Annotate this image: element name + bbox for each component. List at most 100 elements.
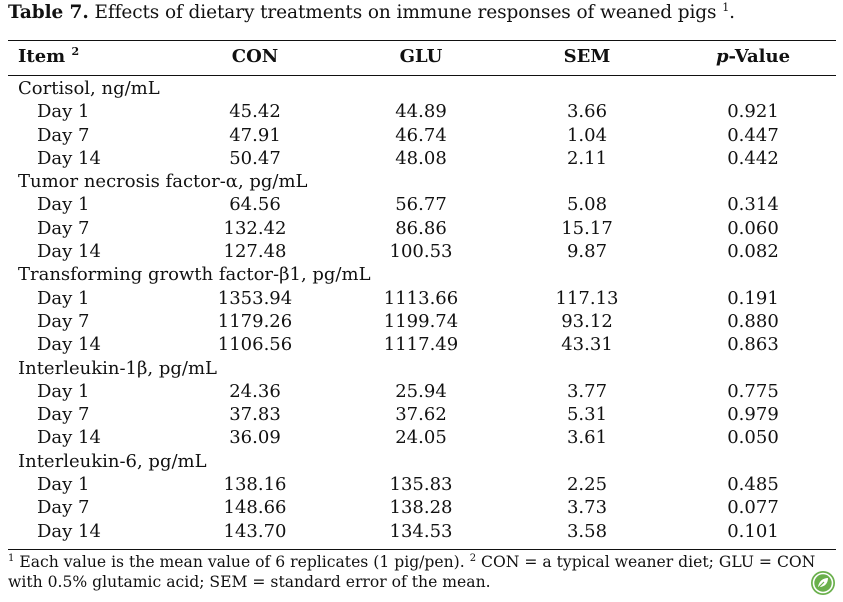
table-group-row: Interleukin-6, pg/mL	[8, 450, 836, 473]
row-label: Day 7	[37, 124, 90, 146]
row-label: Day 1	[37, 380, 90, 402]
table-row: Day 7 148.66 138.28 3.73 0.077	[8, 496, 836, 519]
cell-sem: 43.31	[561, 334, 613, 356]
cell-p: 0.442	[727, 147, 779, 169]
cell-con: 47.91	[229, 124, 281, 146]
header-item-label: Item	[18, 46, 66, 67]
footnote-marker-2: 2	[469, 552, 477, 564]
header-con: CON	[231, 46, 279, 67]
cell-p: 0.921	[727, 101, 779, 123]
row-label: Day 1	[37, 287, 90, 309]
cell-sem: 15.17	[561, 217, 613, 239]
table-row: Day 7 37.83 37.62 5.31 0.979	[8, 403, 836, 426]
cell-con: 50.47	[229, 147, 281, 169]
table-group-row: Cortisol, ng/mL	[8, 77, 836, 100]
cell-con: 148.66	[223, 497, 287, 519]
table-caption: Table 7. Effects of dietary treatments o…	[8, 2, 735, 23]
cell-p: 0.485	[727, 474, 779, 496]
header-p-value: p-Value	[683, 46, 823, 70]
caption-text: Effects of dietary treatments on immune …	[88, 2, 723, 23]
cell-glu: 1113.66	[383, 287, 459, 309]
footnote-text-1: Each value is the mean value of 6 replic…	[14, 553, 470, 571]
row-label: Day 1	[37, 101, 90, 123]
cell-sem: 3.61	[566, 427, 608, 449]
header-sem: SEM	[563, 46, 611, 67]
row-label: Day 1	[37, 474, 90, 496]
row-label: Day 14	[37, 427, 101, 449]
table-row: Day 14 36.09 24.05 3.61 0.050	[8, 426, 836, 449]
row-label: Day 14	[37, 147, 101, 169]
cell-sem: 3.58	[566, 520, 608, 542]
table-row: Day 14 1106.56 1117.49 43.31 0.863	[8, 333, 836, 356]
cell-glu: 86.86	[395, 217, 447, 239]
cell-con: 127.48	[223, 241, 287, 263]
table-label: Table 7.	[8, 2, 89, 23]
table-top-rule	[8, 40, 836, 41]
cell-glu: 56.77	[395, 194, 447, 216]
table-row: Day 1 64.56 56.77 5.08 0.314	[8, 193, 836, 216]
footnote-text-2: CON = a typical weaner diet; GLU = CON w…	[8, 553, 816, 591]
group-label: Interleukin-6, pg/mL	[18, 450, 207, 472]
table-row: Day 14 50.47 48.08 2.11 0.442	[8, 147, 836, 170]
cell-p: 0.314	[727, 194, 779, 216]
cell-p: 0.050	[727, 427, 779, 449]
caption-period: .	[729, 2, 735, 23]
cell-sem: 2.11	[566, 147, 608, 169]
cell-p: 0.101	[727, 520, 779, 542]
cell-con: 132.42	[223, 217, 287, 239]
cell-p: 0.060	[727, 217, 779, 239]
header-p-italic: p	[715, 46, 729, 67]
cell-con: 37.83	[229, 404, 281, 426]
header-item: Item 2	[18, 46, 79, 70]
cell-p: 0.082	[727, 241, 779, 263]
cell-con: 36.09	[229, 427, 281, 449]
cell-p: 0.077	[727, 497, 779, 519]
row-label: Day 7	[37, 497, 90, 519]
cell-glu: 25.94	[395, 380, 447, 402]
table-row: Day 1 24.36 25.94 3.77 0.775	[8, 380, 836, 403]
table-row: Day 7 132.42 86.86 15.17 0.060	[8, 217, 836, 240]
cell-glu: 44.89	[395, 101, 447, 123]
cell-glu: 24.05	[395, 427, 447, 449]
footnote-marker-1: 1	[8, 552, 15, 564]
cell-sem: 9.87	[566, 241, 608, 263]
cell-glu: 48.08	[395, 147, 447, 169]
cell-glu: 46.74	[395, 124, 447, 146]
table-row: Day 1 1353.94 1113.66 117.13 0.191	[8, 287, 836, 310]
cell-con: 45.42	[229, 101, 281, 123]
cell-glu: 1199.74	[383, 310, 459, 332]
table-row: Day 14 143.70 134.53 3.58 0.101	[8, 520, 836, 543]
table-row: Day 7 1179.26 1199.74 93.12 0.880	[8, 310, 836, 333]
cell-p: 0.979	[727, 404, 779, 426]
group-label: Transforming growth factor-β1, pg/mL	[18, 264, 371, 286]
table-row: Day 7 47.91 46.74 1.04 0.447	[8, 124, 836, 147]
row-label: Day 14	[37, 334, 101, 356]
row-label: Day 7	[37, 310, 90, 332]
cell-p: 0.863	[727, 334, 779, 356]
cell-p: 0.775	[727, 380, 779, 402]
cell-con: 1106.56	[217, 334, 293, 356]
cell-glu: 100.53	[389, 241, 453, 263]
cell-sem: 5.31	[566, 404, 608, 426]
cell-p: 0.447	[727, 124, 779, 146]
cell-con: 1179.26	[217, 310, 293, 332]
cell-sem: 93.12	[561, 310, 613, 332]
cell-glu: 1117.49	[383, 334, 459, 356]
cell-sem: 3.73	[566, 497, 608, 519]
header-p-rest: -Value	[728, 46, 791, 67]
cell-sem: 2.25	[566, 474, 608, 496]
table-row: Day 14 127.48 100.53 9.87 0.082	[8, 240, 836, 263]
leaf-badge-icon	[810, 570, 836, 596]
cell-con: 143.70	[223, 520, 287, 542]
table-group-row: Tumor necrosis factor-α, pg/mL	[8, 170, 836, 193]
cell-con: 138.16	[223, 474, 287, 496]
table-row: Day 1 138.16 135.83 2.25 0.485	[8, 473, 836, 496]
cell-sem: 1.04	[566, 124, 608, 146]
cell-con: 1353.94	[217, 287, 293, 309]
caption-footnote-marker: 1	[722, 0, 730, 14]
header-item-footnote-marker: 2	[71, 45, 80, 58]
table-body: Cortisol, ng/mL Day 1 45.42 44.89 3.66 0.921 D…	[8, 77, 836, 543]
cell-sem: 3.66	[566, 101, 608, 123]
row-label: Day 14	[37, 520, 101, 542]
cell-sem: 117.13	[555, 287, 619, 309]
